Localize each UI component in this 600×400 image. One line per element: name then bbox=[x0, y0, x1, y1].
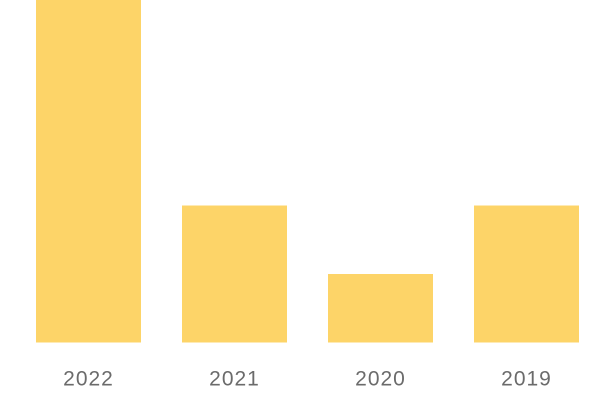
x-tick-label: 2022 bbox=[63, 368, 114, 391]
bar bbox=[182, 205, 287, 343]
bar bbox=[474, 205, 579, 343]
x-tick-label: 2021 bbox=[209, 368, 260, 391]
x-tick-label: 2019 bbox=[501, 368, 552, 391]
x-tick-label: 2020 bbox=[355, 368, 406, 391]
bar bbox=[36, 0, 141, 343]
bar bbox=[328, 274, 433, 343]
